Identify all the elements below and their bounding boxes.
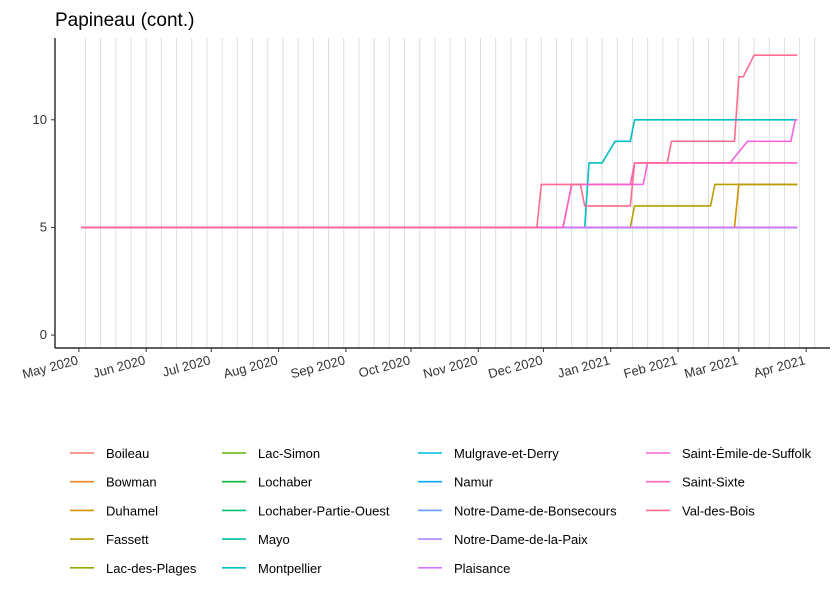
legend-item: Lac-Simon — [222, 446, 320, 461]
y-tick-label: 5 — [40, 219, 47, 234]
legend-label: Lac-Simon — [258, 446, 320, 461]
legend-item: Duhamel — [70, 503, 158, 518]
legend: Boileau Bowman Duhamel Fassett Lac-des-Plage… — [70, 446, 812, 576]
grid — [84, 38, 816, 348]
legend-label: Lochaber-Partie-Ouest — [258, 503, 390, 518]
legend-label: Namur — [454, 475, 494, 490]
series-line-17 — [81, 54, 798, 229]
legend-item: Mulgrave-et-Derry — [418, 446, 559, 461]
x-tick-label: Oct 2020 — [357, 352, 412, 380]
x-tick-label: Jul 2020 — [161, 352, 212, 379]
legend-label: Saint-Émile-de-Suffolk — [682, 446, 812, 461]
x-tick-label: Mar 2021 — [683, 352, 740, 381]
legend-label: Val-des-Bois — [682, 503, 755, 518]
chart-title: Papineau (cont.) — [55, 10, 194, 31]
legend-item: Mayo — [222, 532, 290, 547]
legend-label: Fassett — [106, 532, 149, 547]
legend-label: Boileau — [106, 446, 149, 461]
legend-item: Lochaber — [222, 475, 313, 490]
series-line-16 — [81, 162, 798, 229]
legend-item: Bowman — [70, 475, 157, 490]
x-tick-label: Sep 2020 — [289, 352, 347, 381]
series-line-15 — [81, 119, 798, 229]
x-tick-label: Dec 2020 — [487, 352, 545, 381]
legend-item: Saint-Sixte — [646, 475, 745, 490]
legend-label: Montpellier — [258, 561, 322, 576]
y-tick-label: 0 — [40, 327, 47, 342]
x-tick-label: Feb 2021 — [622, 352, 679, 381]
legend-item: Plaisance — [418, 561, 510, 576]
legend-label: Mayo — [258, 532, 290, 547]
legend-item: Val-des-Bois — [646, 503, 755, 518]
legend-item: Saint-Émile-de-Suffolk — [646, 446, 812, 461]
x-tick-label: Apr 2021 — [752, 352, 807, 380]
legend-item: Montpellier — [222, 561, 322, 576]
legend-item: Boileau — [70, 446, 149, 461]
legend-label: Plaisance — [454, 561, 510, 576]
legend-label: Bowman — [106, 475, 157, 490]
legend-label: Lochaber — [258, 475, 313, 490]
legend-label: Lac-des-Plages — [106, 561, 197, 576]
series-line-9 — [81, 119, 798, 229]
legend-item: Lochaber-Partie-Ouest — [222, 503, 390, 518]
x-tick-label: Aug 2020 — [222, 352, 280, 381]
legend-label: Saint-Sixte — [682, 475, 745, 490]
legend-label: Duhamel — [106, 503, 158, 518]
legend-label: Notre-Dame-de-la-Paix — [454, 532, 588, 547]
x-tick-label: Jan 2021 — [556, 352, 612, 380]
x-tick-label: Jun 2020 — [91, 352, 147, 380]
y-tick-label: 10 — [33, 112, 47, 127]
x-tick-label: Nov 2020 — [421, 352, 479, 381]
legend-item: Notre-Dame-de-Bonsecours — [418, 503, 617, 518]
series-lines — [81, 54, 798, 229]
legend-item: Lac-des-Plages — [70, 561, 197, 576]
legend-item: Namur — [418, 475, 494, 490]
legend-label: Notre-Dame-de-Bonsecours — [454, 503, 617, 518]
legend-label: Mulgrave-et-Derry — [454, 446, 559, 461]
series-line-3 — [81, 183, 798, 229]
legend-item: Fassett — [70, 532, 149, 547]
legend-item: Notre-Dame-de-la-Paix — [418, 532, 588, 547]
x-tick-label: May 2020 — [21, 352, 80, 381]
